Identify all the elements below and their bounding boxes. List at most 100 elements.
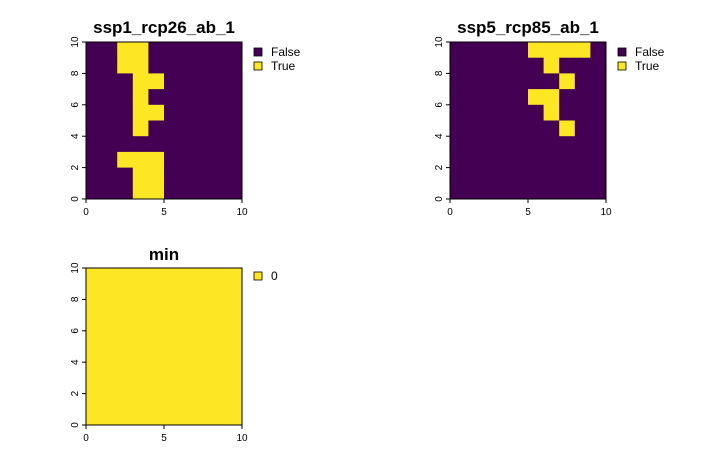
raster-cell — [496, 57, 513, 74]
raster-cell — [86, 268, 102, 285]
raster-cell — [512, 167, 529, 184]
legend-label: False — [271, 45, 301, 59]
raster-cell — [496, 89, 513, 106]
raster-cell — [543, 151, 560, 168]
y-tick-label: 4 — [70, 133, 81, 139]
raster-cell — [543, 136, 560, 153]
raster-cell — [195, 409, 212, 426]
raster-cell — [148, 393, 165, 410]
raster-cell — [86, 315, 102, 332]
raster-cell — [528, 57, 544, 74]
raster-cell — [132, 268, 149, 285]
raster-cell — [496, 167, 513, 184]
raster-cell — [590, 57, 607, 74]
raster-cell — [465, 183, 482, 200]
raster-cell — [450, 120, 466, 137]
raster-cell — [86, 42, 102, 59]
raster-cell — [164, 346, 180, 363]
raster-cell — [481, 151, 498, 168]
raster-cell — [210, 330, 227, 347]
raster-cell — [559, 120, 576, 137]
raster-cell — [117, 393, 134, 410]
raster-cell — [195, 42, 212, 59]
raster-cell — [101, 89, 118, 106]
raster-cell — [195, 330, 212, 347]
raster-cells — [86, 268, 243, 426]
raster-cell — [179, 73, 196, 90]
raster-cell — [450, 167, 466, 184]
raster-cell — [226, 362, 243, 379]
raster-cell — [117, 136, 134, 153]
y-tick-label: 10 — [70, 36, 81, 48]
raster-cells — [450, 42, 607, 200]
raster-cell — [86, 104, 102, 121]
raster-cell — [101, 104, 118, 121]
raster-cell — [86, 57, 102, 74]
raster-cell — [148, 42, 165, 59]
raster-cell — [101, 409, 118, 426]
raster-cell — [117, 346, 134, 363]
raster-cell — [481, 183, 498, 200]
chart-title: min — [149, 245, 179, 264]
raster-cell — [496, 136, 513, 153]
y-tick-label: 6 — [70, 102, 81, 108]
raster-cell — [86, 183, 102, 200]
raster-cell — [590, 151, 607, 168]
raster-cell — [117, 315, 134, 332]
raster-cell — [117, 104, 134, 121]
raster-cell — [559, 42, 576, 59]
raster-cell — [450, 183, 466, 200]
raster-cell — [164, 136, 180, 153]
raster-cell — [528, 89, 544, 106]
raster-cell — [148, 377, 165, 394]
raster-cell — [148, 268, 165, 285]
raster-cell — [496, 151, 513, 168]
raster-cell — [543, 89, 560, 106]
raster-cell — [179, 183, 196, 200]
raster-cell — [101, 183, 118, 200]
raster-cell — [210, 136, 227, 153]
raster-cell — [226, 120, 243, 137]
y-axis: 0 2 4 6 8 10 — [70, 36, 86, 202]
raster-cell — [164, 73, 180, 90]
raster-cell — [86, 73, 102, 90]
raster-cell — [210, 104, 227, 121]
x-tick-label: 5 — [161, 207, 167, 218]
raster-cell — [210, 57, 227, 74]
raster-cell — [210, 167, 227, 184]
panel-min: min 0 5 10 0 2 4 6 8 10 0 — [70, 245, 278, 444]
x-tick-label: 0 — [447, 207, 453, 218]
raster-cell — [132, 167, 149, 184]
raster-cell — [179, 268, 196, 285]
raster-cell — [132, 346, 149, 363]
raster-cell — [226, 330, 243, 347]
raster-cell — [195, 120, 212, 137]
raster-cell — [164, 42, 180, 59]
y-tick-label: 10 — [434, 36, 445, 48]
raster-cell — [117, 120, 134, 137]
raster-cell — [86, 346, 102, 363]
raster-cell — [179, 393, 196, 410]
raster-cell — [101, 151, 118, 168]
raster-cell — [101, 57, 118, 74]
y-tick-label: 6 — [70, 328, 81, 334]
raster-cell — [465, 89, 482, 106]
y-axis: 0 2 4 6 8 10 — [70, 262, 86, 428]
raster-cell — [164, 283, 180, 300]
raster-cell — [528, 120, 544, 137]
x-axis: 0 5 10 — [83, 425, 248, 444]
raster-cell — [481, 167, 498, 184]
raster-cell — [179, 57, 196, 74]
raster-cell — [86, 136, 102, 153]
raster-cell — [195, 346, 212, 363]
raster-cell — [543, 104, 560, 121]
raster-cell — [148, 315, 165, 332]
raster-cell — [512, 73, 529, 90]
raster-cell — [148, 283, 165, 300]
raster-cell — [195, 362, 212, 379]
raster-cells — [86, 42, 243, 200]
raster-cell — [210, 393, 227, 410]
raster-cell — [179, 167, 196, 184]
raster-cell — [148, 330, 165, 347]
